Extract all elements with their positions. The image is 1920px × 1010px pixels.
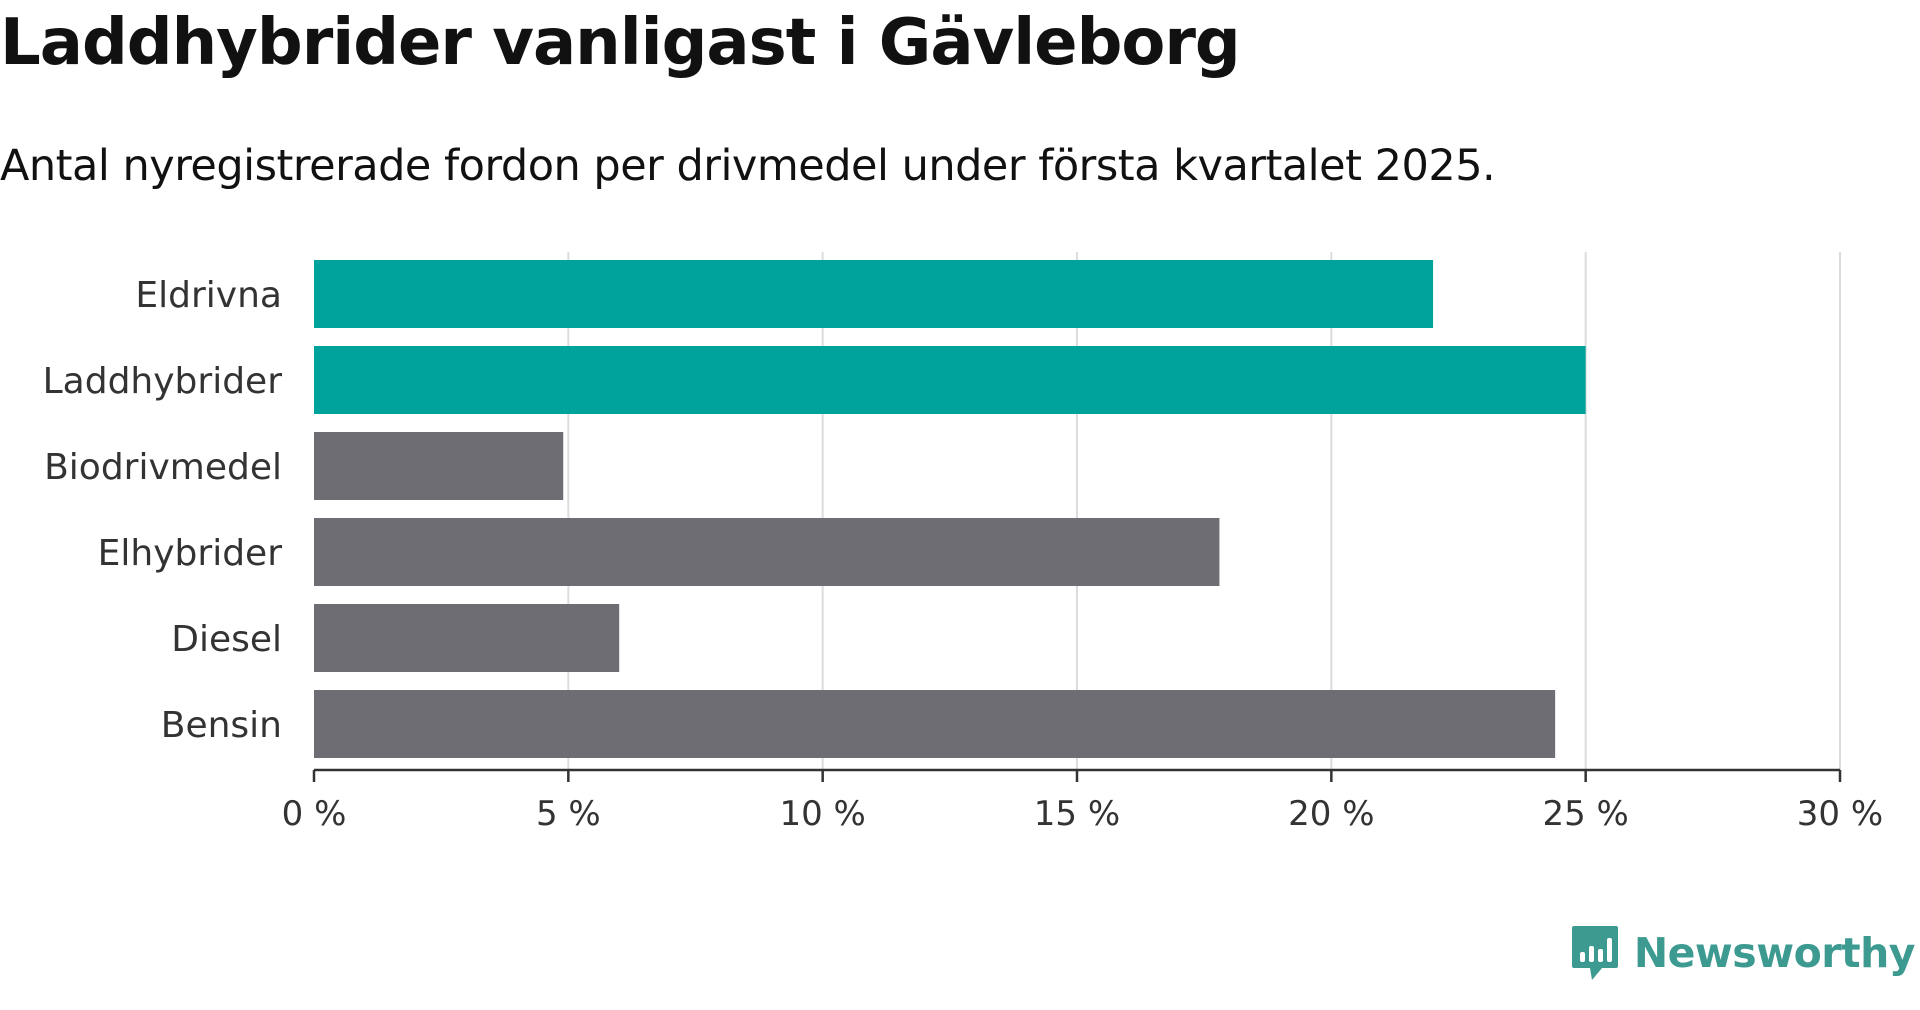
chart-title: Laddhybrider vanligast i Gävleborg [0,6,1241,80]
brand-name: Newsworthy [1633,929,1916,977]
brand-logo: Newsworthy [1570,924,1916,982]
x-tick-label: 0 % [282,794,347,834]
category-label: Laddhybrider [43,361,283,402]
category-labels: Eldrivna Laddhybrider Biodrivmedel Elhybrid… [43,275,283,746]
x-tick-label: 5 % [536,794,601,834]
chart-subtitle: Antal nyregistrerade fordon per drivmede… [0,141,1496,191]
x-tick-label: 10 % [779,794,865,834]
newsworthy-logo-icon [1571,926,1618,980]
x-tick-label: 15 % [1034,794,1120,834]
bar-bensin [314,690,1556,758]
category-label: Elhybrider [98,533,283,574]
x-tick-label: 25 % [1542,794,1628,834]
bar-biodrivmedel [314,432,564,500]
x-axis: 0 % 5 % 10 % 15 % 20 % 25 % 30 % [282,768,1883,834]
bar-chart: Eldrivna Laddhybrider Biodrivmedel Elhybrid… [43,252,1883,834]
x-tick-label: 20 % [1288,794,1374,834]
x-tick-label: 30 % [1797,794,1883,834]
bar-eldrivna [314,260,1434,328]
bar-laddhybrider [314,346,1586,414]
category-label: Eldrivna [135,275,282,316]
category-label: Bensin [161,705,282,746]
bar-diesel [314,604,620,672]
bars [314,260,1586,758]
bar-elhybrider [314,518,1220,586]
category-label: Diesel [171,619,282,660]
grid-lines [567,252,1841,770]
category-label: Biodrivmedel [44,447,282,488]
